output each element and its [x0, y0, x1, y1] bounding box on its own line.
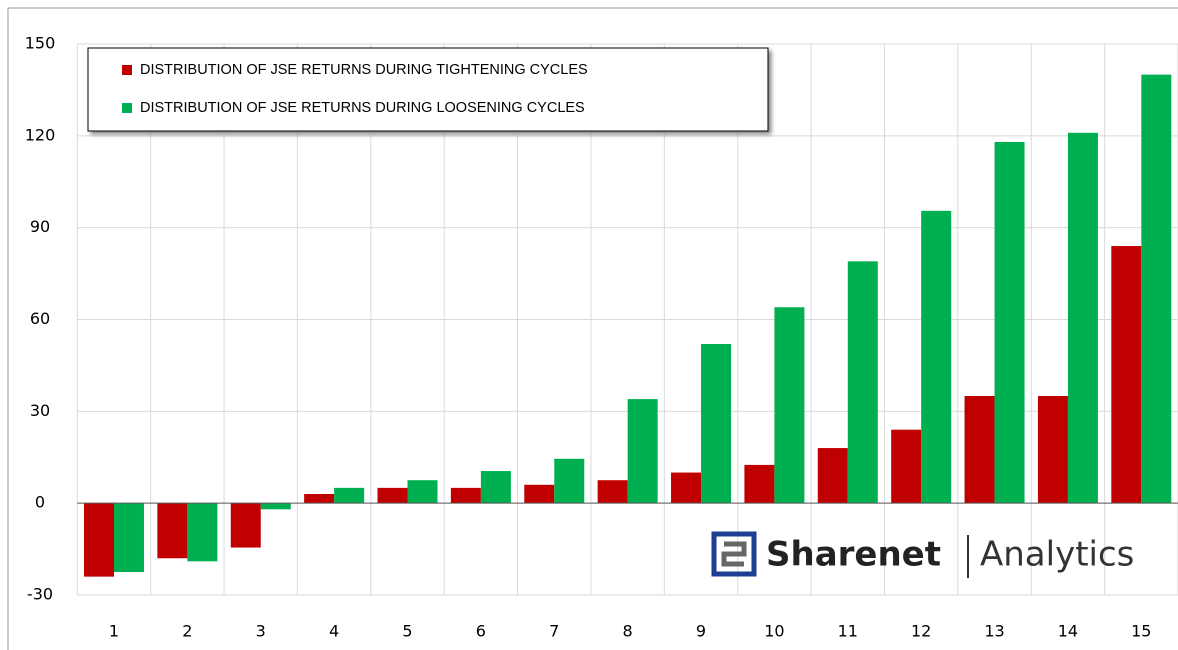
x-tick-label: 10	[764, 622, 784, 641]
y-tick-label: 120	[25, 125, 56, 144]
y-tick-label: 150	[25, 34, 56, 53]
bar	[480, 471, 511, 504]
bar	[407, 480, 438, 504]
bar	[597, 480, 628, 504]
y-tick-label: 30	[30, 401, 50, 420]
bar	[1037, 396, 1068, 504]
x-tick-label: 4	[329, 622, 339, 641]
bar	[921, 210, 952, 504]
bar	[627, 399, 658, 504]
x-tick-label: 1	[109, 622, 119, 641]
bar	[304, 493, 335, 504]
x-tick-label: 8	[623, 622, 633, 641]
legend-label: DISTRIBUTION OF JSE RETURNS DURING TIGHT…	[140, 62, 588, 78]
x-tick-label: 9	[696, 622, 706, 641]
bar	[671, 472, 702, 504]
bar	[847, 261, 878, 504]
logo-icon	[721, 541, 747, 567]
bar	[83, 503, 114, 577]
bar	[230, 503, 261, 548]
x-tick-label: 15	[1131, 622, 1151, 641]
x-tick-label: 2	[182, 622, 192, 641]
bar	[817, 448, 848, 504]
bar	[1067, 132, 1098, 504]
x-tick-label: 6	[476, 622, 486, 641]
x-tick-label: 11	[838, 622, 858, 641]
x-tick-label: 13	[984, 622, 1004, 641]
legend-box	[87, 47, 769, 132]
bar	[554, 458, 585, 504]
x-tick-label: 12	[911, 622, 931, 641]
bar	[187, 503, 218, 562]
y-tick-label: 90	[30, 217, 50, 236]
logo-icon	[711, 531, 757, 577]
x-tick-label: 5	[402, 622, 412, 641]
y-tick-label: -30	[27, 585, 53, 604]
logo-product: Analytics	[980, 535, 1134, 575]
bar	[524, 484, 555, 504]
bar	[1141, 74, 1172, 504]
x-tick-label: 3	[256, 622, 266, 641]
legend: DISTRIBUTION OF JSE RETURNS DURING TIGHT…	[87, 47, 769, 132]
logo: Sharenet Analytics	[711, 531, 1134, 578]
bar	[994, 141, 1025, 504]
bar	[450, 487, 481, 504]
bar	[157, 503, 188, 559]
legend-swatch	[122, 65, 132, 75]
bar	[891, 429, 922, 504]
x-tick-label: 14	[1058, 622, 1078, 641]
bar	[377, 487, 408, 504]
bar	[964, 396, 995, 504]
bar	[260, 503, 291, 510]
x-tick-label: 7	[549, 622, 559, 641]
legend-swatch	[122, 103, 132, 113]
bar	[1111, 246, 1142, 504]
legend-label: DISTRIBUTION OF JSE RETURNS DURING LOOSE…	[140, 100, 585, 116]
y-tick-label: 0	[35, 493, 45, 512]
bar	[774, 307, 805, 504]
bar	[744, 464, 775, 504]
bar	[334, 487, 365, 504]
logo-brand: Sharenet	[766, 535, 941, 575]
y-tick-label: 60	[30, 309, 50, 328]
bar	[701, 343, 732, 504]
bar	[113, 503, 144, 573]
